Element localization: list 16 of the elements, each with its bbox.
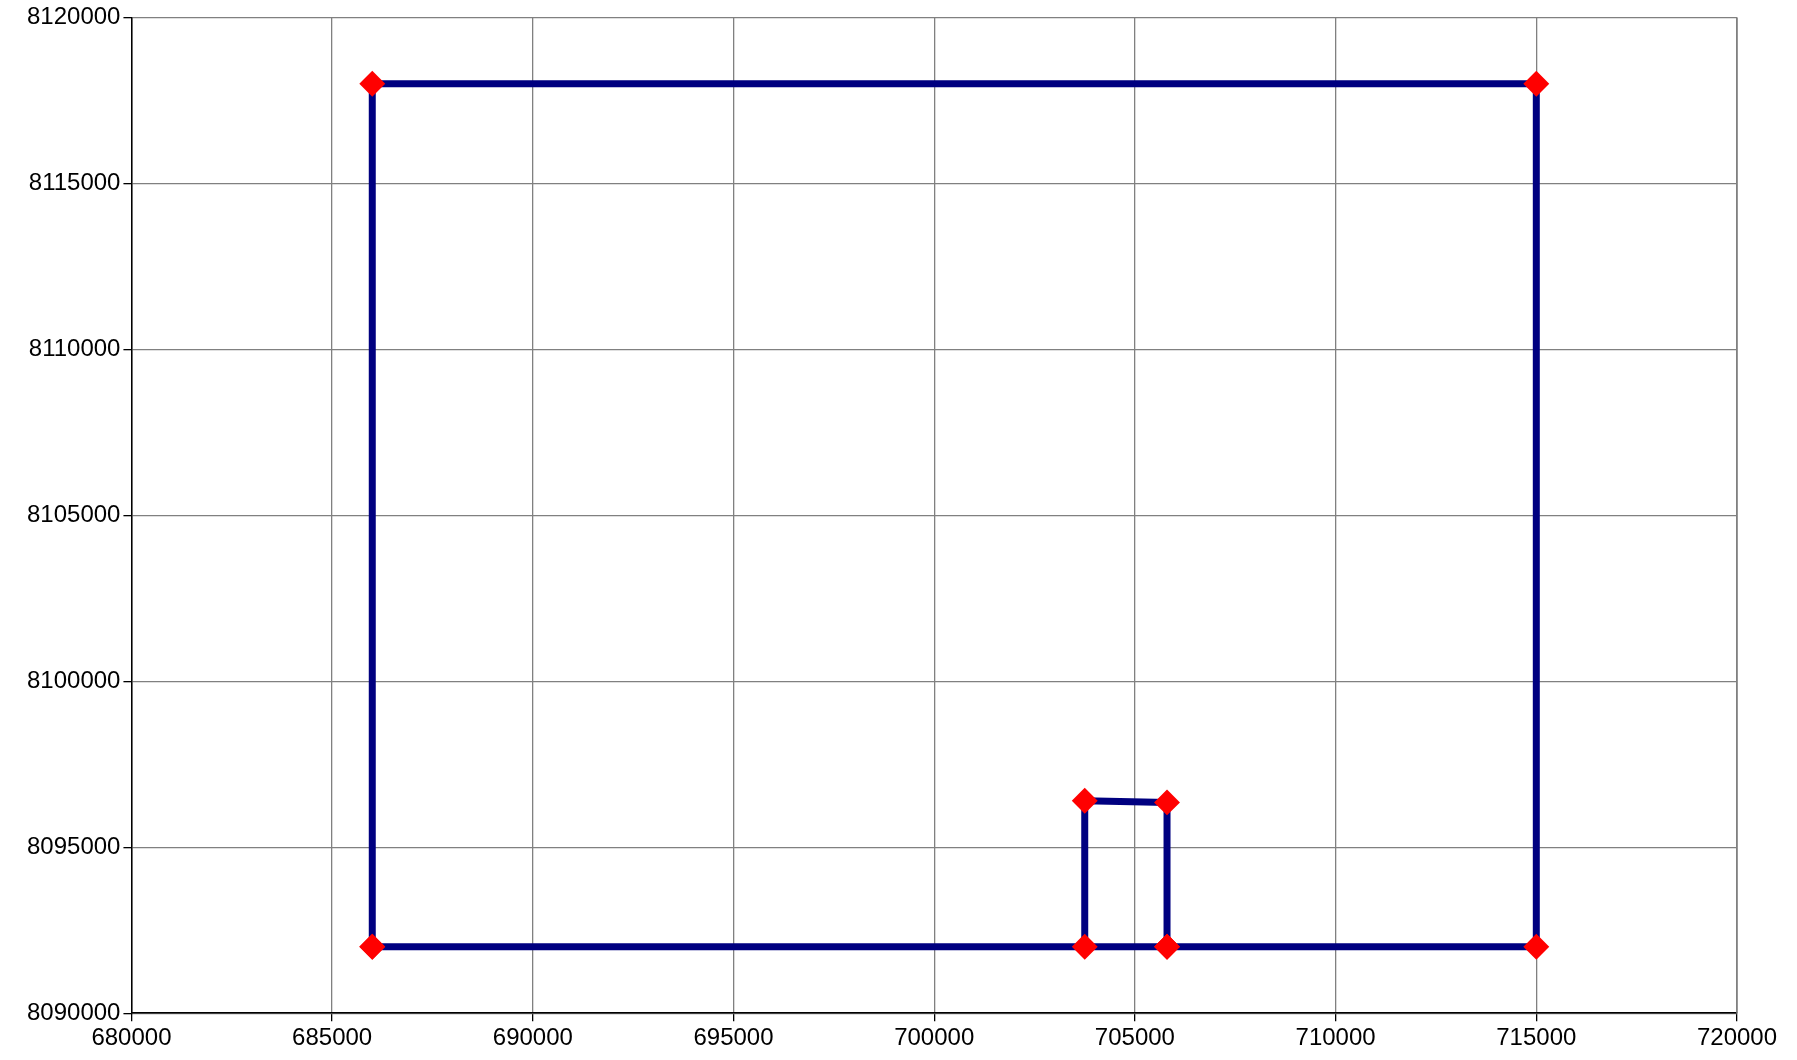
y-tick-label: 8095000 bbox=[27, 831, 121, 859]
x-tick-label: 680000 bbox=[91, 1023, 172, 1051]
x-tick-label: 715000 bbox=[1496, 1023, 1577, 1051]
y-tick-label: 8115000 bbox=[28, 167, 121, 195]
y-tick-label: 8110000 bbox=[28, 333, 121, 361]
x-tick-label: 720000 bbox=[1696, 1023, 1778, 1051]
x-tick-label: 705000 bbox=[1094, 1023, 1175, 1051]
y-tick-label: 8105000 bbox=[27, 499, 121, 527]
y-tick-label: 8120000 bbox=[27, 2, 121, 30]
y-tick-label: 8090000 bbox=[27, 997, 121, 1025]
x-tick-label: 695000 bbox=[693, 1023, 774, 1051]
x-tick-label: 690000 bbox=[492, 1023, 573, 1051]
x-tick-label: 685000 bbox=[292, 1023, 373, 1051]
y-tick-label: 8100000 bbox=[27, 665, 121, 693]
x-tick-label: 700000 bbox=[894, 1023, 975, 1051]
x-tick-label: 710000 bbox=[1295, 1023, 1376, 1051]
